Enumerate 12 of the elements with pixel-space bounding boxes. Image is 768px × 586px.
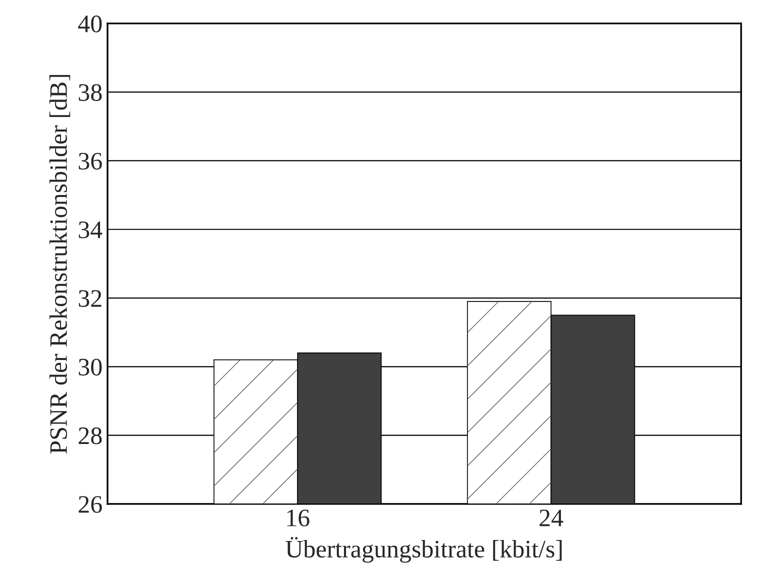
y-tick-label: 34: [78, 221, 102, 238]
y-tick-label: 36: [78, 152, 102, 170]
x-tick-label: 16: [287, 510, 310, 526]
x-tick-label: 24: [540, 510, 564, 526]
y-axis-title: PSNR der Rekonstruktionsbilder [dB]: [49, 74, 70, 454]
y-tick-label: 30: [78, 358, 102, 376]
y-tick-label: 40: [78, 15, 102, 32]
y-tick-label: 26: [78, 496, 102, 513]
x-axis-title: Übertragungsbitrate [kbit/s]: [286, 537, 562, 563]
y-tick-label: 28: [78, 427, 102, 444]
y-tick-label: 38: [78, 84, 102, 102]
y-tick-label: 32: [78, 290, 102, 307]
